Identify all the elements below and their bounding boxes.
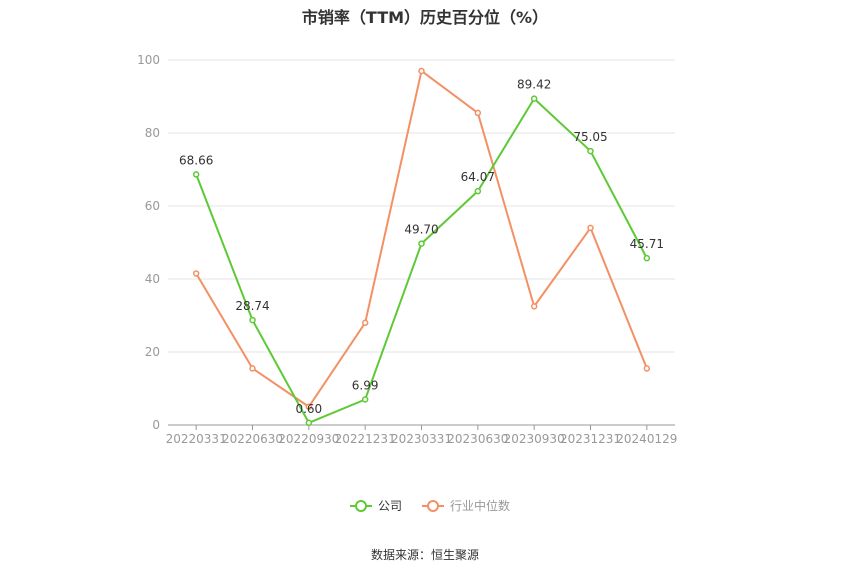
grid-lines bbox=[168, 59, 675, 353]
y-tick-label: 0 bbox=[152, 418, 160, 432]
x-axis: 2022033120220630202209302022123120230331… bbox=[166, 424, 677, 446]
y-axis: 0 20 40 60 80 100 bbox=[137, 53, 160, 432]
data-point[interactable] bbox=[530, 303, 538, 310]
data-point[interactable] bbox=[643, 365, 651, 372]
data-point[interactable] bbox=[305, 419, 313, 427]
data-point[interactable] bbox=[361, 396, 369, 403]
data-label: 89.42 bbox=[517, 78, 551, 92]
series-layer bbox=[192, 67, 651, 427]
y-tick-label: 100 bbox=[137, 53, 160, 67]
x-tick-label: 20230930 bbox=[504, 432, 565, 446]
data-point[interactable] bbox=[587, 224, 594, 232]
x-tick-label: 20220630 bbox=[222, 432, 283, 446]
data-point[interactable] bbox=[418, 240, 425, 247]
x-tick-label: 20240129 bbox=[616, 432, 677, 446]
y-tick-label: 60 bbox=[145, 199, 160, 213]
x-tick-label: 20230630 bbox=[447, 432, 508, 446]
series-line-1 bbox=[195, 69, 648, 408]
legend-item-0[interactable]: 公司 bbox=[350, 499, 402, 513]
data-label: 45.71 bbox=[630, 237, 664, 251]
data-label: 64.07 bbox=[461, 170, 495, 184]
data-point[interactable] bbox=[249, 316, 256, 324]
data-point[interactable] bbox=[192, 270, 200, 277]
data-label: 6.99 bbox=[352, 378, 379, 392]
legend[interactable]: 公司 行业中位数 bbox=[350, 498, 510, 513]
x-tick-label: 20231231 bbox=[560, 432, 621, 446]
data-point[interactable] bbox=[192, 171, 200, 178]
data-source: 数据来源：恒生聚源 bbox=[370, 548, 479, 562]
data-label: 75.05 bbox=[573, 130, 607, 144]
legend-marker bbox=[427, 500, 439, 512]
x-tick-label: 20230331 bbox=[391, 432, 452, 446]
data-label: 49.70 bbox=[404, 223, 438, 237]
data-point[interactable] bbox=[643, 254, 651, 262]
legend-marker bbox=[355, 500, 367, 512]
data-point[interactable] bbox=[305, 403, 313, 410]
data-point[interactable] bbox=[530, 95, 538, 102]
y-tick-label: 80 bbox=[145, 126, 160, 140]
y-tick-label: 40 bbox=[145, 272, 160, 286]
x-tick-label: 20220930 bbox=[278, 432, 339, 446]
legend-item-1[interactable]: 行业中位数 bbox=[422, 498, 510, 513]
data-point[interactable] bbox=[418, 67, 425, 75]
legend-label: 公司 bbox=[378, 499, 402, 513]
legend-label: 行业中位数 bbox=[450, 498, 510, 513]
data-point[interactable] bbox=[587, 147, 594, 155]
data-labels: 68.66 28.74 0.60 6.99 49.70 64.07 89.42 75.05 45… bbox=[179, 78, 664, 416]
data-point[interactable] bbox=[249, 365, 256, 372]
y-tick-label: 20 bbox=[145, 345, 160, 359]
data-point[interactable] bbox=[361, 319, 369, 327]
x-tick-label: 20220331 bbox=[166, 432, 227, 446]
data-point[interactable] bbox=[474, 187, 482, 195]
data-label: 28.74 bbox=[235, 299, 269, 313]
data-point[interactable] bbox=[474, 109, 482, 117]
series-line-0 bbox=[195, 97, 648, 424]
data-label: 68.66 bbox=[179, 153, 213, 167]
x-tick-label: 20221231 bbox=[335, 432, 396, 446]
data-label: 0.60 bbox=[295, 402, 322, 416]
chart-title: 市销率（TTM）历史百分位（%） bbox=[301, 8, 549, 27]
